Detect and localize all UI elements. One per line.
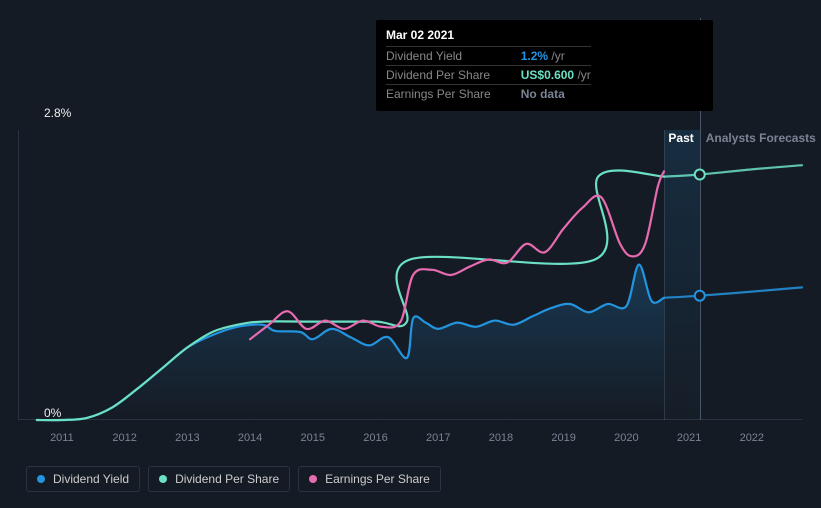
x-axis-tick: 2020 bbox=[614, 432, 638, 444]
tooltip-row: Dividend Yield1.2% /yr bbox=[386, 47, 591, 66]
dividend-per-share-marker bbox=[695, 170, 705, 180]
x-axis-tick: 2016 bbox=[363, 432, 387, 444]
x-axis-tick: 2013 bbox=[175, 432, 199, 444]
tooltip-row-value: 1.2% /yr bbox=[491, 47, 591, 66]
tooltip-date: Mar 02 2021 bbox=[386, 28, 703, 42]
tooltip-row: Earnings Per ShareNo data bbox=[386, 85, 591, 104]
tooltip-row: Dividend Per ShareUS$0.600 /yr bbox=[386, 66, 591, 85]
dividend-per-share-line bbox=[664, 165, 802, 176]
x-axis-tick: 2012 bbox=[112, 432, 136, 444]
tooltip-row-label: Dividend Per Share bbox=[386, 66, 491, 85]
tooltip-row-value: US$0.600 /yr bbox=[491, 66, 591, 85]
x-axis-tick: 2017 bbox=[426, 432, 450, 444]
x-axis-tick: 2011 bbox=[50, 432, 74, 444]
tooltip-row-label: Earnings Per Share bbox=[386, 85, 491, 104]
chart-lines bbox=[18, 130, 802, 420]
dividend-yield-marker bbox=[695, 291, 705, 301]
x-axis-tick: 2018 bbox=[489, 432, 513, 444]
legend-dot-icon bbox=[309, 475, 317, 483]
x-axis-tick: 2015 bbox=[301, 432, 325, 444]
tooltip-row-label: Dividend Yield bbox=[386, 47, 491, 66]
legend-item-dividend-per-share[interactable]: Dividend Per Share bbox=[148, 466, 290, 492]
chart-legend: Dividend Yield Dividend Per Share Earnings… bbox=[26, 466, 441, 492]
legend-item-dividend-yield[interactable]: Dividend Yield bbox=[26, 466, 140, 492]
tooltip-table: Dividend Yield1.2% /yrDividend Per Share… bbox=[386, 46, 591, 103]
legend-item-earnings-per-share[interactable]: Earnings Per Share bbox=[298, 466, 441, 492]
legend-dot-icon bbox=[159, 475, 167, 483]
x-axis-tick: 2021 bbox=[677, 432, 701, 444]
x-axis-tick: 2014 bbox=[238, 432, 262, 444]
x-axis-tick: 2019 bbox=[551, 432, 575, 444]
dividend-yield-area bbox=[37, 265, 664, 421]
x-axis-tick: 2022 bbox=[740, 432, 764, 444]
legend-label: Earnings Per Share bbox=[325, 472, 430, 486]
tooltip-row-value: No data bbox=[491, 85, 591, 104]
dividend-yield-line bbox=[664, 287, 802, 297]
legend-label: Dividend Per Share bbox=[175, 472, 279, 486]
legend-dot-icon bbox=[37, 475, 45, 483]
chart-tooltip: Mar 02 2021 Dividend Yield1.2% /yrDivide… bbox=[376, 20, 713, 111]
legend-label: Dividend Yield bbox=[53, 472, 129, 486]
